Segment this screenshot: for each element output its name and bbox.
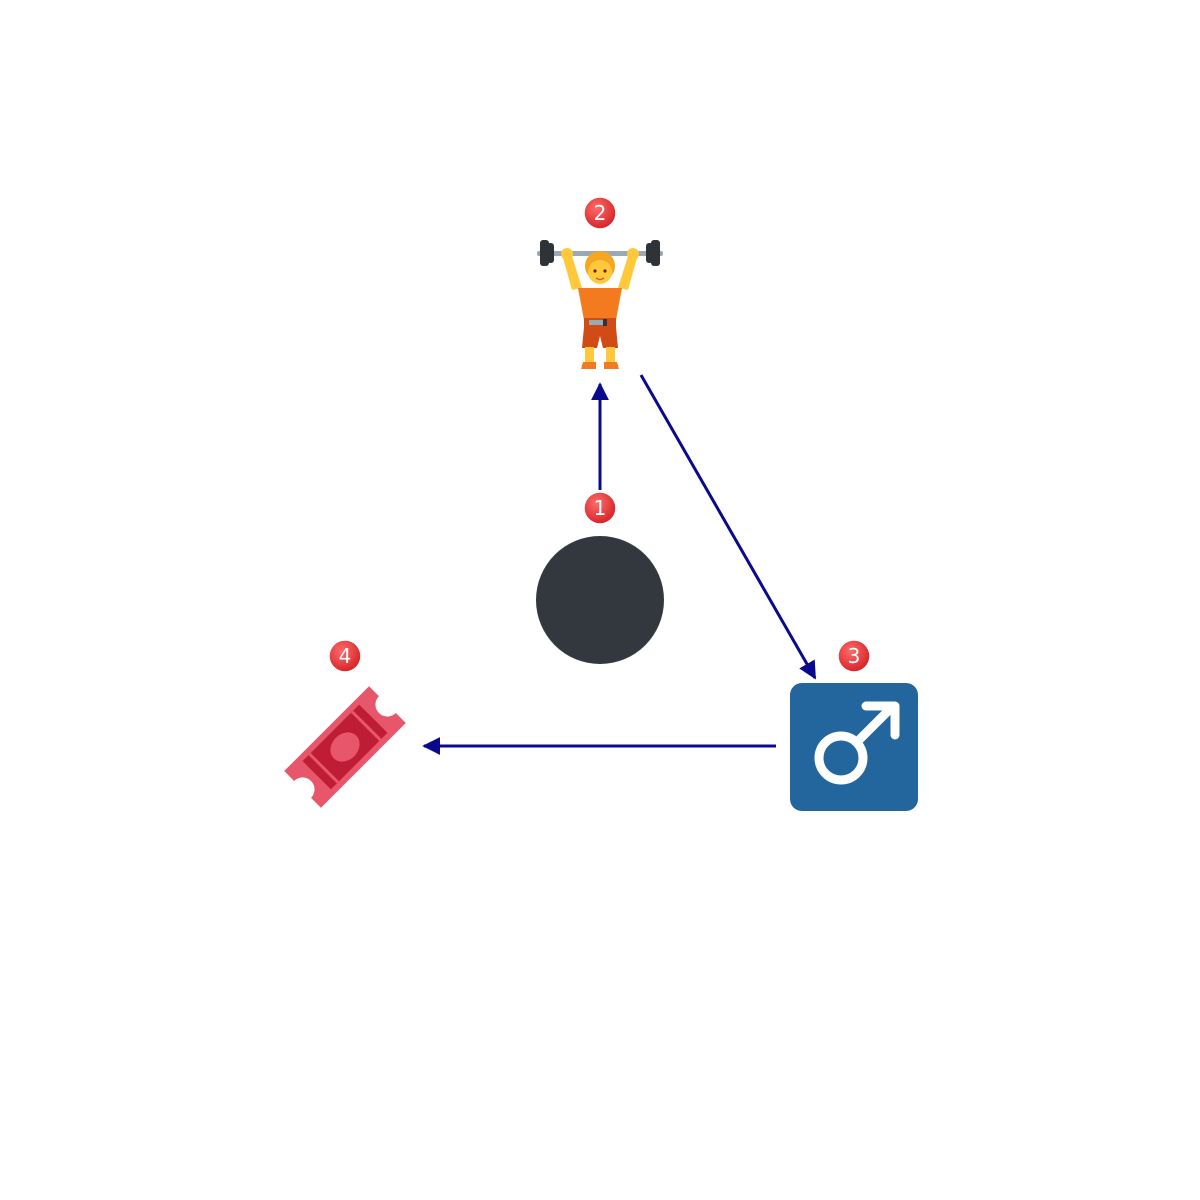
badge-4: 4 <box>328 639 362 673</box>
node-4 <box>284 686 406 808</box>
admission-ticket-icon <box>284 686 406 808</box>
male-sign-icon <box>790 683 918 811</box>
edge-2-to-3 <box>639 374 817 680</box>
badge-1: 1 <box>583 491 617 525</box>
badge-4-label: 4 <box>339 644 352 668</box>
badge-3-label: 3 <box>848 644 861 668</box>
badge-2-label: 2 <box>594 201 607 225</box>
node-3 <box>790 683 918 811</box>
node-1 <box>536 536 664 664</box>
badge-2: 2 <box>583 196 617 230</box>
black-circle-icon <box>536 536 664 664</box>
badge-3: 3 <box>837 639 871 673</box>
person-lifting-weights-icon <box>537 240 663 369</box>
edges <box>422 374 817 755</box>
badge-1-label: 1 <box>594 496 607 520</box>
node-2 <box>537 240 663 369</box>
